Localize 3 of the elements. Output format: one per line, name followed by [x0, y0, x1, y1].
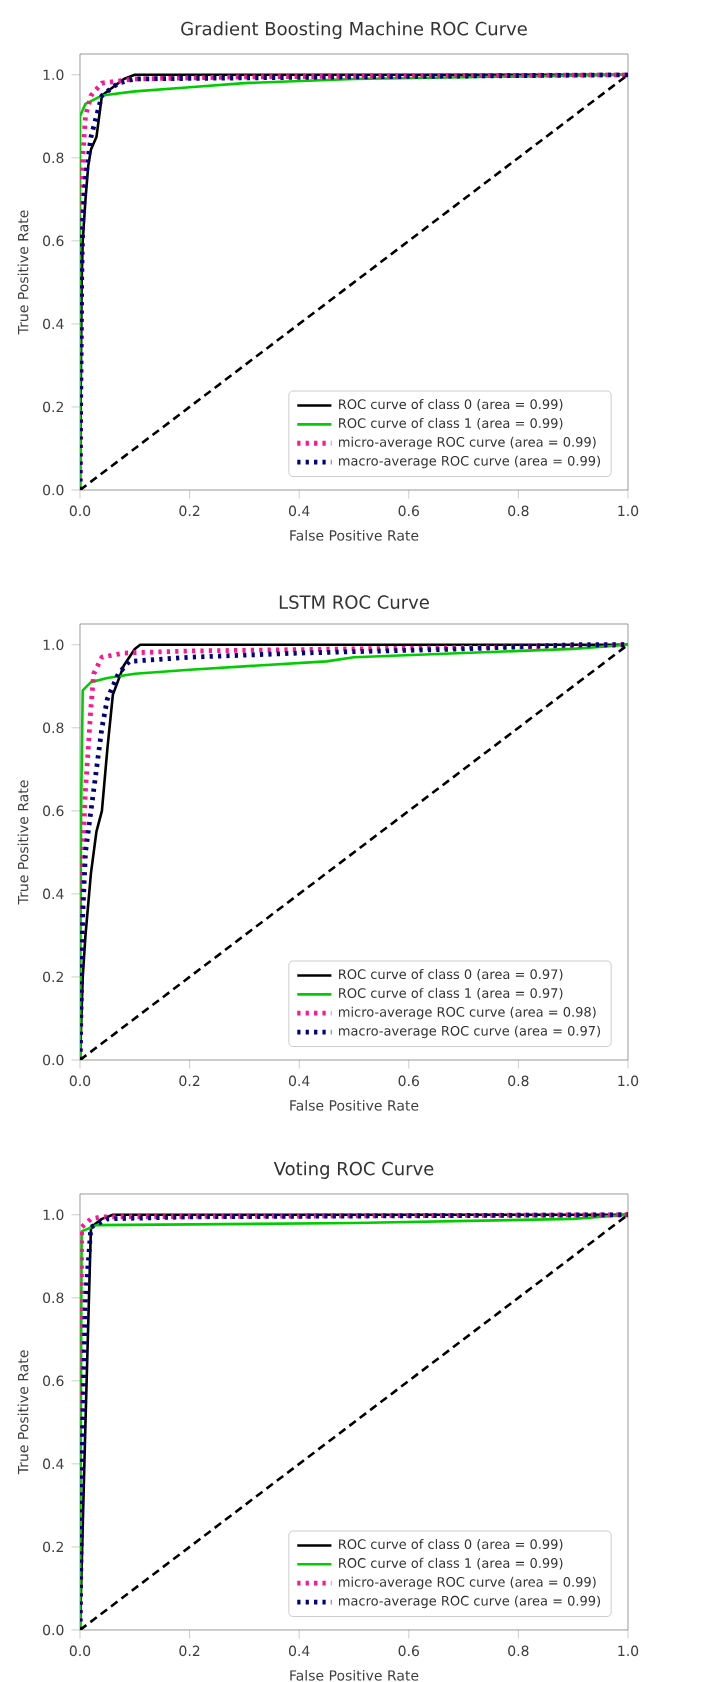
chart-title: Voting ROC Curve [273, 1161, 434, 1179]
chart-title: Gradient Boosting Machine ROC Curve [181, 21, 527, 39]
chart-title: LSTM ROC Curve [279, 595, 429, 609]
